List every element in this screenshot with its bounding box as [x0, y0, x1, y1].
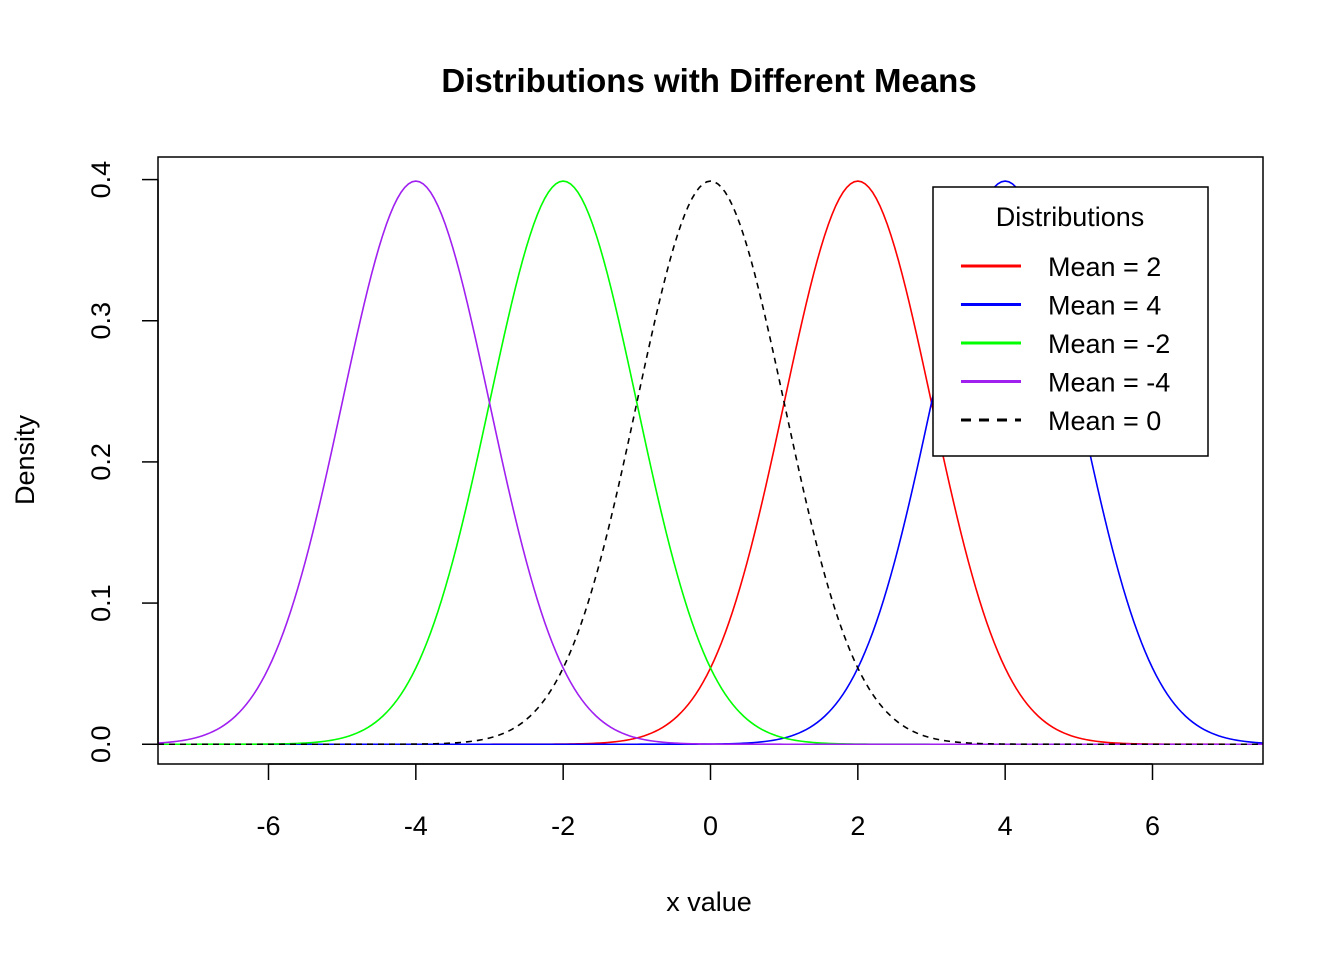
y-tick-label-4: 0.3 [86, 302, 116, 340]
plot-area [157, 156, 1264, 765]
x-tick-label-1: -6 [256, 811, 280, 841]
y-tick-label-5: 0.4 [86, 161, 116, 199]
x-tick-label-4: 0 [703, 811, 718, 841]
legend-title: Distributions [996, 202, 1145, 232]
legend-label-2: Mean = 4 [1048, 291, 1161, 321]
legend-label-5: Mean = 0 [1048, 406, 1161, 436]
x-axis-label: x value [666, 887, 752, 917]
y-tick-label-2: 0.1 [86, 584, 116, 622]
x-tick-label-7: 6 [1145, 811, 1160, 841]
chart-title: Distributions with Different Means [441, 62, 976, 99]
legend-label-3: Mean = -2 [1048, 329, 1170, 359]
series-line-5 [158, 180, 1263, 746]
y-tick-label-1: 0.0 [86, 725, 116, 763]
y-tick-label-3: 0.2 [86, 443, 116, 481]
x-tick-label-6: 4 [998, 811, 1013, 841]
x-tick-label-3: -2 [551, 811, 575, 841]
x-tick-label-2: -4 [404, 811, 428, 841]
x-axis: -6 -4 -2 0 2 4 6 [256, 763, 1160, 841]
legend-entries: Mean = 2 Mean = 4 Mean = -2 Mean = -4 Mean =… [961, 252, 1170, 436]
y-axis-label: Density [10, 414, 40, 505]
legend-label-1: Mean = 2 [1048, 252, 1161, 282]
x-tick-label-5: 2 [850, 811, 865, 841]
y-axis: 0.0 0.1 0.2 0.3 0.4 [86, 161, 159, 763]
legend-label-4: Mean = -4 [1048, 368, 1170, 398]
legend-box [932, 186, 1209, 457]
